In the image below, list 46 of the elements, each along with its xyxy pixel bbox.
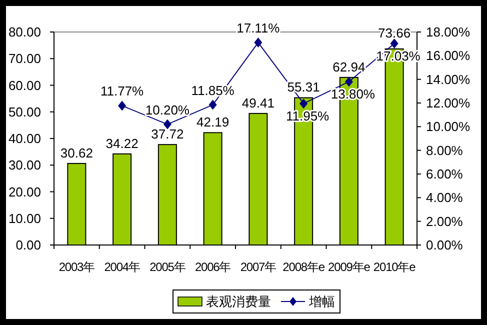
y-tick-label: 20.00 [8, 184, 41, 200]
y-tick-label: 40.00 [8, 131, 41, 146]
data-label: 34.22 [106, 136, 138, 151]
data-label: 30.62 [60, 145, 93, 160]
y-tick-label: 60.00 [8, 78, 41, 93]
x-tick-label: 2003年 [58, 260, 96, 274]
x-tick-label: 2010年e [373, 260, 416, 274]
y-tick-label: 50.00 [8, 104, 41, 120]
y2-tick-label: 16.00% [426, 48, 471, 64]
data-label: 62.94 [332, 59, 366, 74]
point [344, 76, 353, 87]
y2-tick-label: 8.00% [426, 142, 464, 158]
point [254, 38, 262, 48]
y2-tick-label: 18.00% [426, 24, 471, 40]
point [390, 38, 398, 48]
x-tick-label: 2007年 [240, 260, 277, 274]
y2-tick-label: 12.00% [426, 96, 471, 111]
point [163, 119, 172, 130]
x-tick-label: 2004年 [104, 260, 141, 274]
y2-tick-label: 2.00% [426, 214, 464, 229]
point [300, 98, 308, 109]
x-tick-label: 2006年 [194, 260, 232, 274]
y-tick-label: 0.00 [16, 238, 41, 253]
data-label: 42.19 [196, 114, 230, 130]
y-tick-label: 70.00 [8, 51, 41, 66]
y2-tick-label: 6.00% [426, 166, 464, 182]
y2-tick-label: 10.00% [426, 119, 471, 134]
point [208, 100, 217, 110]
data-label: 17.11% [236, 20, 280, 36]
data-label: 37.72 [151, 126, 184, 142]
point [118, 100, 126, 111]
x-tick-label: 2008年e [282, 260, 326, 274]
x-tick-label: 2009年e [328, 260, 371, 274]
data-label: 49.41 [242, 95, 274, 110]
y-tick-label: 10.00 [8, 210, 41, 226]
y2-tick-label: 14.00% [426, 72, 471, 87]
legend-label: 增幅 [308, 294, 335, 309]
y-tick-label: 30.00 [8, 158, 41, 173]
data-label: 11.77% [100, 84, 144, 99]
data-label: 73.66 [378, 25, 411, 40]
y2-tick-label: 0.00% [426, 238, 464, 253]
legend-label: 表观消费量 [206, 294, 271, 309]
x-tick-label: 2005年 [150, 260, 186, 274]
y2-tick-label: 4.00% [426, 190, 464, 206]
y-tick-label: 80.00 [8, 24, 41, 40]
data-label: 10.20% [145, 102, 190, 118]
